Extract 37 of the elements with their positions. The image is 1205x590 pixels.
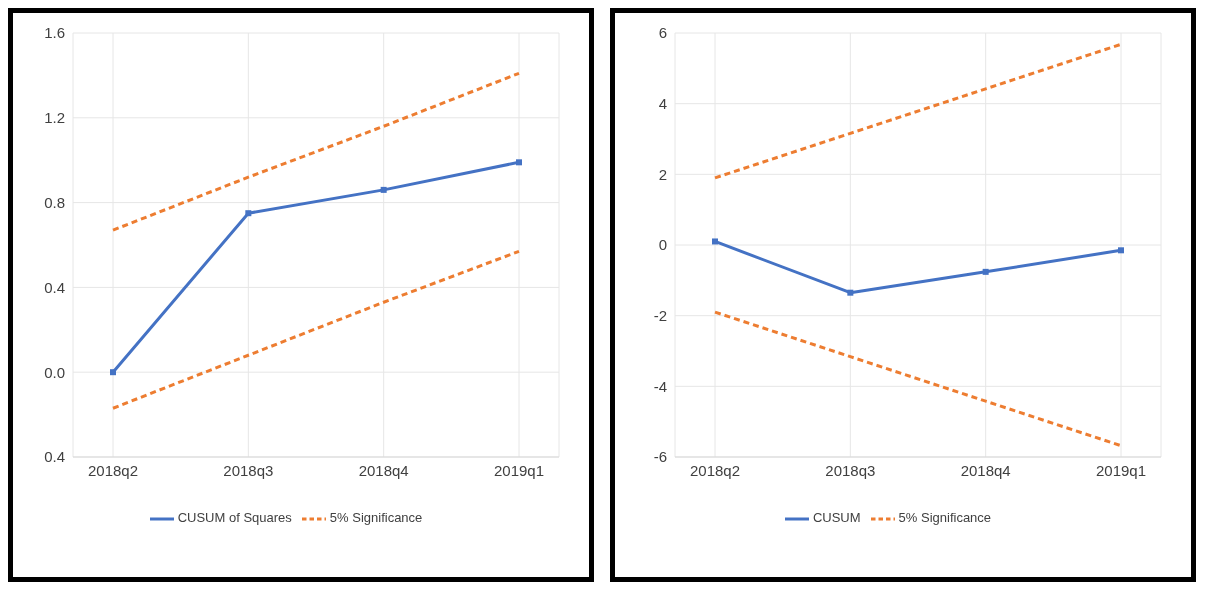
point bbox=[847, 289, 854, 296]
legend-label: 5% Significance bbox=[898, 510, 992, 526]
y-tick-label: 0.8 bbox=[44, 193, 65, 211]
legend-label: CUSUM bbox=[812, 510, 861, 526]
point bbox=[245, 210, 252, 217]
line-series bbox=[111, 249, 521, 410]
x-tick-label: 2018q2 bbox=[689, 461, 741, 479]
line-series bbox=[713, 310, 1123, 448]
x-tick-label: 2019q1 bbox=[493, 461, 545, 479]
y-tick-label: 4 bbox=[658, 94, 667, 112]
point bbox=[380, 186, 387, 193]
y-tick-label: -6 bbox=[653, 448, 667, 466]
x-tick-label: 2018q2 bbox=[87, 461, 139, 479]
x-tick-label: 2018q3 bbox=[825, 461, 876, 479]
x-tick-label: 2018q4 bbox=[358, 461, 409, 479]
point bbox=[1118, 247, 1124, 254]
legend-label: 5% Significance bbox=[329, 510, 423, 526]
y-tick-label: 6 bbox=[658, 24, 667, 42]
x-tick-label: 2018q4 bbox=[960, 461, 1011, 479]
y-tick-label: -4 bbox=[653, 377, 667, 395]
y-tick-label: -2 bbox=[653, 306, 667, 324]
x-tick-label: 2018q3 bbox=[223, 461, 274, 479]
point bbox=[982, 268, 989, 275]
y-tick-label: 0 bbox=[658, 236, 667, 254]
legend-label: CUSUM of Squares bbox=[177, 510, 292, 526]
y-tick-label: 1.2 bbox=[44, 109, 65, 127]
line-series bbox=[111, 71, 521, 232]
y-tick-label: 0.4 bbox=[44, 278, 65, 296]
x-tick-label: 2019q1 bbox=[1095, 461, 1147, 479]
y-tick-label: 0.0 bbox=[44, 363, 65, 381]
point bbox=[516, 159, 522, 166]
y-tick-label: 2 bbox=[658, 165, 667, 183]
point bbox=[712, 238, 718, 245]
point bbox=[110, 369, 116, 376]
line-series bbox=[713, 42, 1123, 180]
y-tick-label: 1.6 bbox=[44, 24, 65, 42]
y-tick-label: 0.4 bbox=[44, 448, 65, 466]
